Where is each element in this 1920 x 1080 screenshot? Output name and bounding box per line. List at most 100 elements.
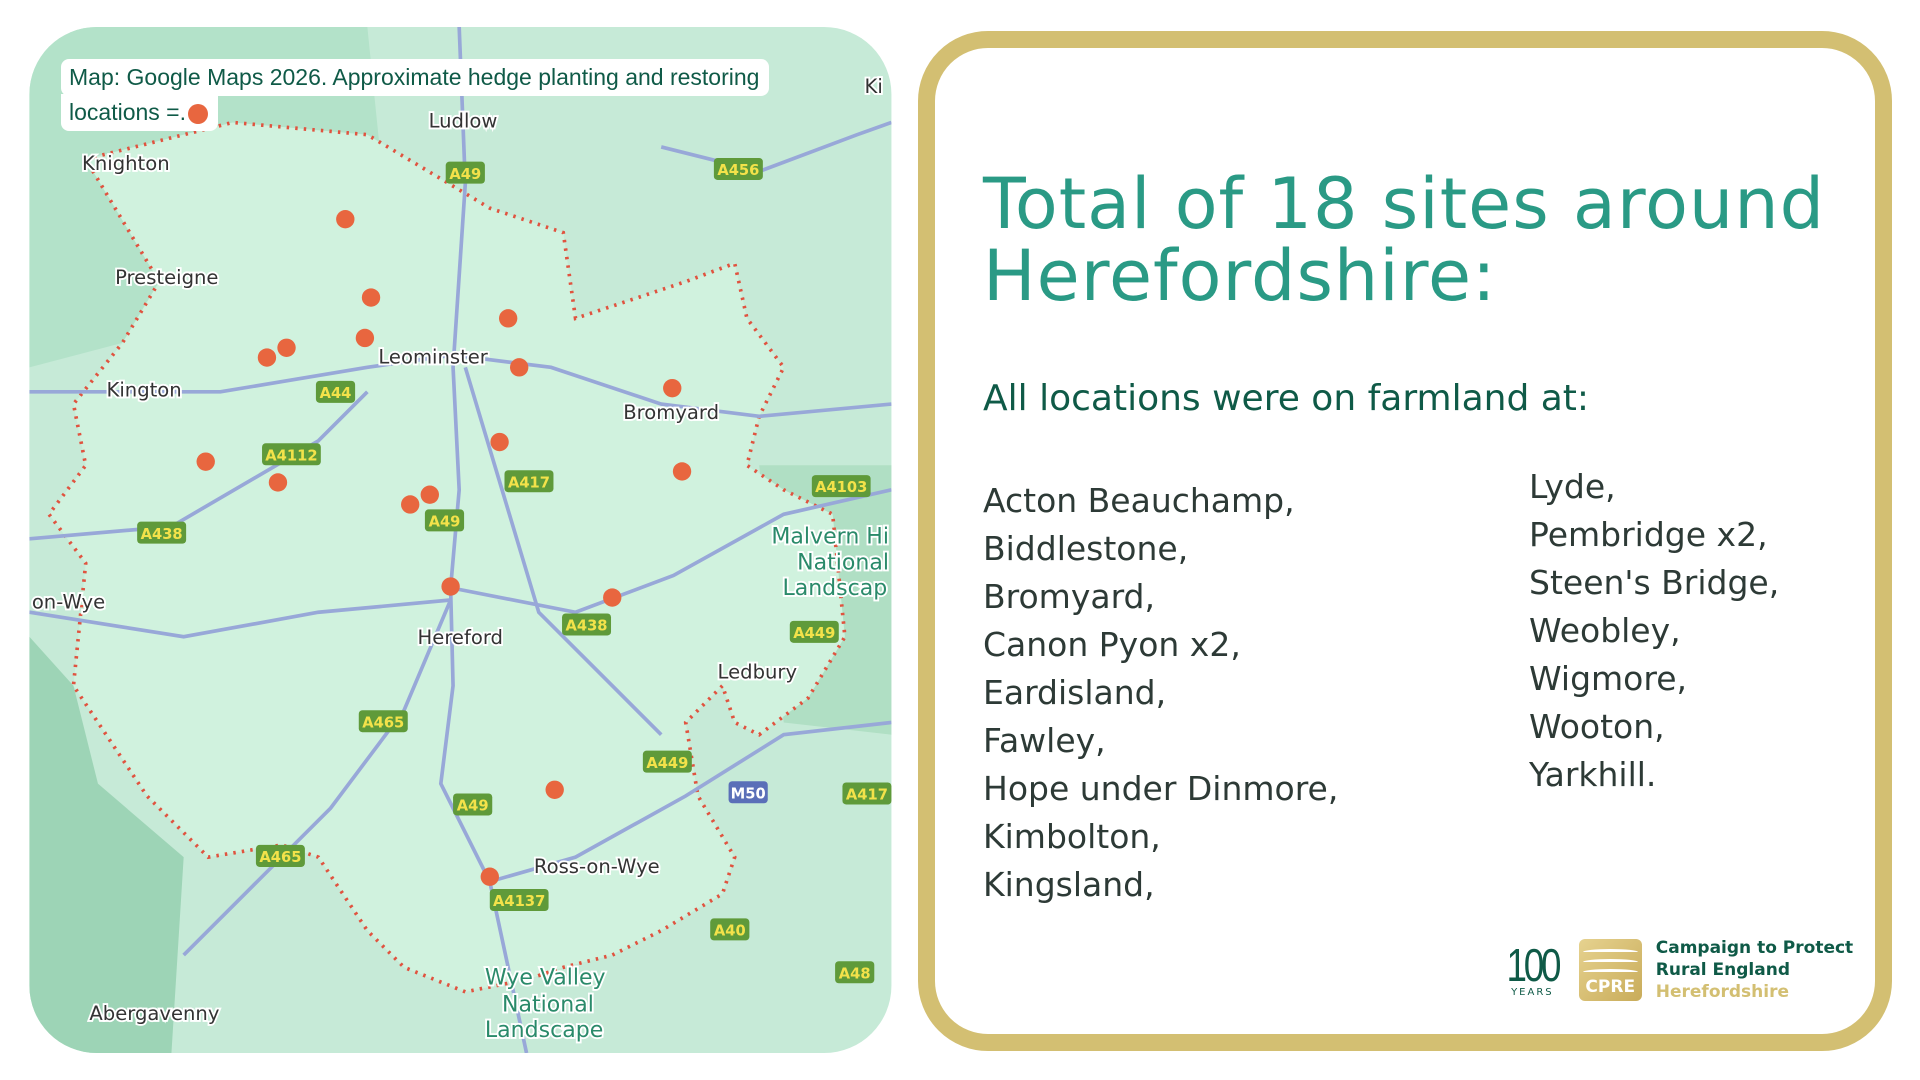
location-item: Bromyard, <box>983 577 1155 616</box>
site-marker[interactable] <box>672 462 692 481</box>
org-line-3: Herefordshire <box>1655 982 1790 1002</box>
road-label: A49 <box>429 514 461 531</box>
town-label: Kington <box>107 379 182 402</box>
location-item: Wigmore, <box>1529 659 1687 698</box>
site-marker[interactable] <box>545 780 564 799</box>
road-label: A438 <box>141 526 183 543</box>
road-shield <box>835 961 875 984</box>
location-item: Eardisland, <box>983 673 1167 712</box>
page-title: Total of 18 sites around Herefordshire: <box>983 168 1825 312</box>
location-item: Weobley, <box>1529 611 1681 650</box>
location-item: Hope under Dinmore, <box>983 769 1339 808</box>
site-marker[interactable] <box>361 288 381 307</box>
town-label: Ludlow <box>429 109 498 132</box>
site-markers <box>196 210 692 886</box>
road-label: A417 <box>508 474 550 491</box>
road-label: A449 <box>793 625 835 642</box>
road-shield <box>489 888 549 912</box>
site-marker[interactable] <box>336 210 355 229</box>
site-marker[interactable] <box>268 473 288 492</box>
road-shield <box>811 475 871 498</box>
location-item: Biddlestone, <box>983 529 1189 568</box>
road-label: A465 <box>362 714 404 731</box>
site-marker[interactable] <box>196 452 215 471</box>
org-line-2: Rural England <box>1655 960 1790 980</box>
location-item: Acton Beauchamp, <box>983 481 1295 520</box>
years-text: YEARS <box>1511 986 1554 998</box>
road-label: A4137 <box>493 893 545 910</box>
caption-line-2-box: locations =. <box>61 94 218 131</box>
site-marker[interactable] <box>603 588 622 607</box>
park-label: National <box>502 992 594 1017</box>
terrain-patch <box>29 636 184 1054</box>
locations-column-1: Acton Beauchamp, Biddlestone, Bromyard, Can… <box>983 477 1338 909</box>
site-marker[interactable] <box>663 378 682 398</box>
site-marker[interactable] <box>277 338 296 357</box>
site-marker[interactable] <box>441 577 460 596</box>
location-item: Steen's Bridge, <box>1529 563 1780 602</box>
road-label: A438 <box>566 618 608 635</box>
town-label: Leominster <box>378 346 488 369</box>
road-shield <box>562 613 612 636</box>
map-caption: Map: Google Maps 2026. Approximate hedge… <box>61 59 770 131</box>
location-item: Canon Pyon x2, <box>983 625 1241 664</box>
caption-line-2: locations =. <box>69 99 186 125</box>
road-label: A449 <box>646 755 688 772</box>
road-label: A4112 <box>265 447 317 464</box>
town-label: Ledbury <box>718 660 798 683</box>
road-shield <box>642 750 692 773</box>
road-labels: A49 A456 A44 A4112 A417 A438 A49 A438 A4103 A449 A… <box>137 157 892 984</box>
site-marker[interactable] <box>420 485 439 504</box>
site-marker[interactable] <box>355 328 375 348</box>
road-shield <box>453 793 493 816</box>
town-label: Presteigne <box>115 266 218 289</box>
location-item: Kingsland, <box>983 865 1155 904</box>
site-marker[interactable] <box>510 358 529 377</box>
town-label: Ross-on-Wye <box>534 855 660 878</box>
site-marker[interactable] <box>490 432 509 452</box>
road-shield <box>262 443 321 466</box>
marker-legend-icon <box>188 103 208 124</box>
site-marker[interactable] <box>257 348 277 367</box>
road-shield <box>842 782 892 805</box>
town-label: Bromyard <box>623 401 719 424</box>
road-shield <box>504 470 554 493</box>
site-marker[interactable] <box>498 309 518 328</box>
road-shield <box>710 918 750 941</box>
road-shield <box>713 157 763 180</box>
road-label: A49 <box>449 166 481 183</box>
site-marker[interactable] <box>401 495 420 514</box>
park-label: National <box>797 550 889 575</box>
park-label: Landscap <box>782 576 887 601</box>
road-label: A48 <box>839 965 871 982</box>
town-label: Hereford <box>418 626 503 649</box>
title-line-1: Total of 18 sites around <box>983 163 1826 245</box>
town-label: on-Wye <box>32 591 105 614</box>
road-label: M50 <box>731 785 766 802</box>
title-line-2: Herefordshire: <box>983 235 1497 317</box>
road-label: A40 <box>714 923 746 940</box>
road-label: A4103 <box>815 479 867 496</box>
info-panel <box>918 31 1892 1051</box>
road-label: A49 <box>457 798 489 815</box>
town-label: Ki <box>864 75 882 98</box>
park-label: Malvern Hi <box>771 525 889 550</box>
road-shield <box>315 380 356 403</box>
town-labels: Ludlow Knighton Presteigne Kington Leomi… <box>30 73 891 1045</box>
park-label: Landscape <box>485 1018 603 1043</box>
location-item: Lyde, <box>1529 467 1616 506</box>
site-marker[interactable] <box>480 867 499 886</box>
roads <box>29 26 892 1054</box>
locations-column-2: Lyde, Pembridge x2, Steen's Bridge, Weobley… <box>1529 463 1779 799</box>
hundred-text: 100 <box>1506 938 1561 991</box>
road-shield <box>358 710 408 733</box>
location-item: Fawley, <box>983 721 1106 760</box>
cpre-logo: 100 YEARS CPRE Campaign to Protect Rural… <box>1500 937 1853 1003</box>
town-label: Abergavenny <box>89 1002 219 1025</box>
location-item: Yarkhill. <box>1529 755 1657 794</box>
park-label: Wye Valley <box>485 965 606 990</box>
location-item: Wooton, <box>1529 707 1665 746</box>
town-label: Knighton <box>82 152 170 175</box>
org-line-1: Campaign to Protect <box>1655 938 1854 958</box>
